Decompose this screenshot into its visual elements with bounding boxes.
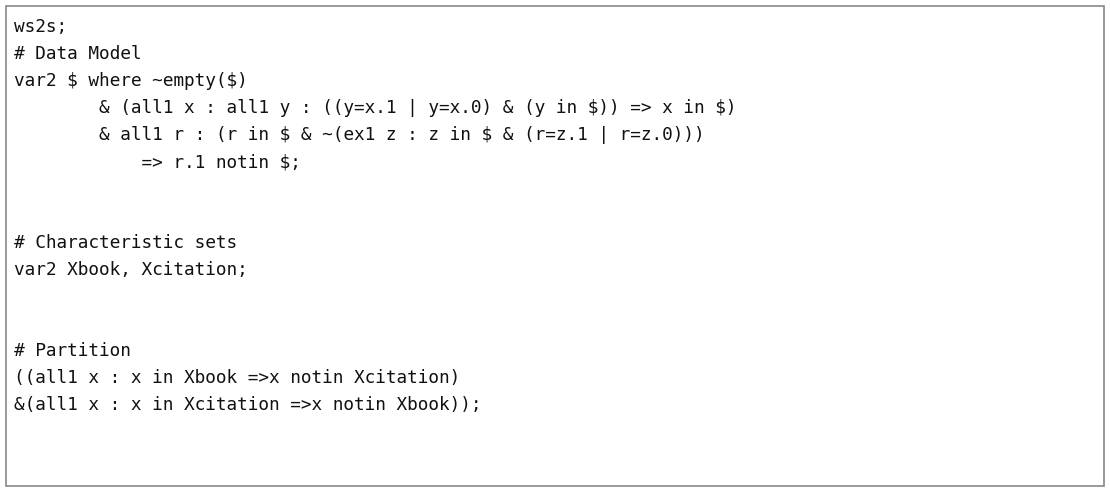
Text: &(all1 x : x in Xcitation =>x notin Xbook));: &(all1 x : x in Xcitation =>x notin Xboo… — [14, 396, 482, 414]
Text: ws2s;: ws2s; — [14, 18, 67, 36]
Text: # Characteristic sets: # Characteristic sets — [14, 234, 238, 252]
Text: # Partition: # Partition — [14, 342, 131, 360]
Text: var2 Xbook, Xcitation;: var2 Xbook, Xcitation; — [14, 261, 248, 279]
Text: ((all1 x : x in Xbook =>x notin Xcitation): ((all1 x : x in Xbook =>x notin Xcitatio… — [14, 369, 461, 387]
Text: & (all1 x : all1 y : ((y=x.1 | y=x.0) & (y in $)) => x in $): & (all1 x : all1 y : ((y=x.1 | y=x.0) & … — [14, 99, 737, 117]
Text: & all1 r : (r in $ & ~(ex1 z : z in $ & (r=z.1 | r=z.0))): & all1 r : (r in $ & ~(ex1 z : z in $ & … — [14, 126, 705, 144]
Text: => r.1 notin $;: => r.1 notin $; — [14, 153, 301, 171]
Text: # Data Model: # Data Model — [14, 45, 141, 63]
Text: var2 $ where ~empty($): var2 $ where ~empty($) — [14, 72, 248, 90]
